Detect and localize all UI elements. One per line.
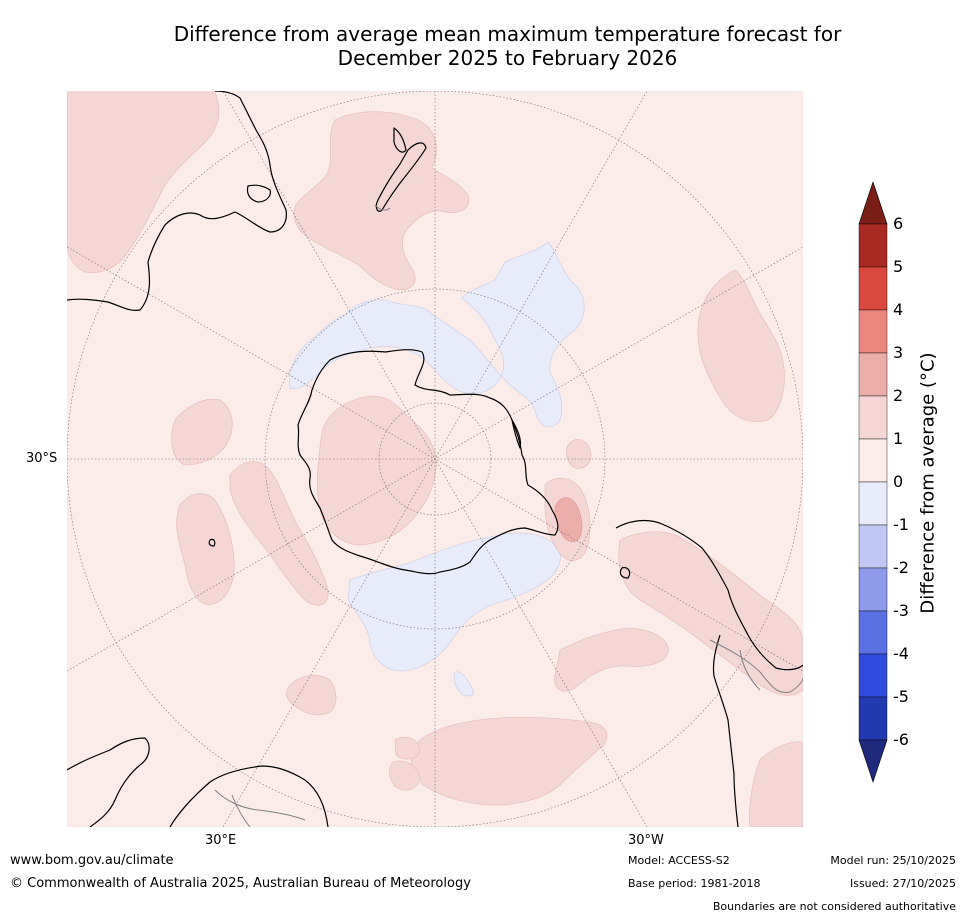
country-boundaries: [214, 204, 803, 827]
colorbar-tick-1: 1: [893, 429, 904, 448]
colorbar-tick-3: 3: [893, 343, 904, 362]
boundary-south-america: [709, 639, 803, 693]
coast-antarctic-peninsula: [511, 419, 522, 449]
coast-south-america: [615, 519, 803, 827]
footer-copyright: © Commonwealth of Australia 2025, Austra…: [10, 876, 471, 891]
colorbar-tick-4: 4: [893, 300, 904, 319]
colorbar-tick-5: 5: [893, 257, 904, 276]
colorbar-bin: [858, 223, 888, 268]
footer-disclaimer: Boundaries are not considered authoritat…: [712, 900, 956, 913]
coast-new-zealand-north: [393, 127, 407, 153]
warm-region-australia-north: [67, 91, 220, 273]
colorbar-tick-2: 2: [893, 386, 904, 405]
warm-anomaly-regions: [67, 91, 803, 827]
warm-region-antarctica-east: [317, 395, 437, 546]
warm-region-atlantic-south: [554, 627, 669, 692]
map-panel: [67, 91, 803, 827]
colorbar-bin: [858, 438, 888, 483]
coast-new-zealand-south: [375, 142, 427, 212]
latitude-label-30s: 30°S: [26, 451, 58, 466]
colorbar-tick-neg1: -1: [893, 515, 909, 534]
footer-model: Model: ACCESS-S2: [628, 854, 730, 867]
warm-region-indian-south: [171, 398, 233, 466]
graticule: [67, 91, 803, 827]
colorbar-bin: [858, 352, 888, 397]
warm-region-indian-west: [176, 493, 235, 606]
colorbar-extension-bottom: [858, 739, 888, 783]
boundary-africa: [214, 789, 306, 827]
colorbar-bin: [858, 653, 888, 698]
footer-base-period: Base period: 1981-2018: [628, 877, 761, 890]
warm-region-africa-east: [749, 741, 803, 827]
coast-australia: [67, 91, 287, 311]
chart-title: Difference from average mean maximum tem…: [60, 22, 955, 70]
graticule-circle-mid: [264, 288, 606, 630]
longitude-label-30w: 30°W: [628, 833, 664, 848]
coast-kerguelen: [208, 538, 216, 547]
colorbar-bin: [858, 524, 888, 569]
colorbar-bin: [858, 309, 888, 354]
warm-region-small-2: [389, 760, 421, 791]
title-line-2: December 2025 to February 2026: [337, 46, 678, 70]
colorbar-tick-0: 0: [893, 472, 904, 491]
meridian-60w: [67, 246, 803, 672]
footer-issued: Issued: 27/10/2025: [849, 877, 956, 890]
colorbar-bin: [858, 567, 888, 612]
cool-region-pacific-sector: [289, 241, 585, 428]
colorbar-bin: [858, 696, 888, 741]
warm-region-africa-south: [410, 716, 608, 806]
coast-tasmania: [246, 184, 271, 203]
colorbar-tick-neg5: -5: [893, 687, 909, 706]
coast-africa: [67, 737, 329, 827]
footer-website: www.bom.gov.au/climate: [10, 853, 174, 868]
colorbar-bin: [858, 266, 888, 311]
footer-model-run: Model run: 25/10/2025: [830, 854, 956, 867]
colorbar-tick-6: 6: [893, 214, 904, 233]
colorbar-extension-top: [858, 181, 888, 225]
warm-region-small-1: [566, 439, 592, 469]
longitude-label-30e: 30°E: [205, 833, 237, 848]
coast-falklands: [619, 567, 631, 579]
title-line-1: Difference from average mean maximum tem…: [173, 22, 842, 46]
warm-region-south-america-coast: [618, 531, 803, 696]
boundary-new-zealand-region: [374, 204, 391, 211]
warm-region-indian-far-south: [286, 675, 337, 716]
warm-region-east-pacific: [697, 269, 785, 422]
warm-region-africa-west: [394, 737, 421, 760]
warm-region-new-zealand: [293, 111, 470, 291]
colorbar: [858, 181, 888, 783]
colorbar-title: Difference from average (°C): [917, 352, 939, 614]
coast-antarctica: [297, 349, 559, 575]
coastlines: [67, 91, 803, 827]
colorbar-bin: [858, 481, 888, 526]
cool-region-atlantic-sector: [347, 532, 561, 672]
colorbar-tick-neg3: -3: [893, 601, 909, 620]
colorbar-bin: [858, 395, 888, 440]
warm-region-indian-east: [229, 461, 329, 606]
colorbar-bin: [858, 610, 888, 655]
colorbar-tick-neg4: -4: [893, 644, 909, 663]
cool-anomaly-regions: [289, 241, 585, 697]
colorbar-tick-neg2: -2: [893, 558, 909, 577]
cool-region-small: [453, 671, 474, 697]
colorbar-tick-neg6: -6: [893, 730, 909, 749]
